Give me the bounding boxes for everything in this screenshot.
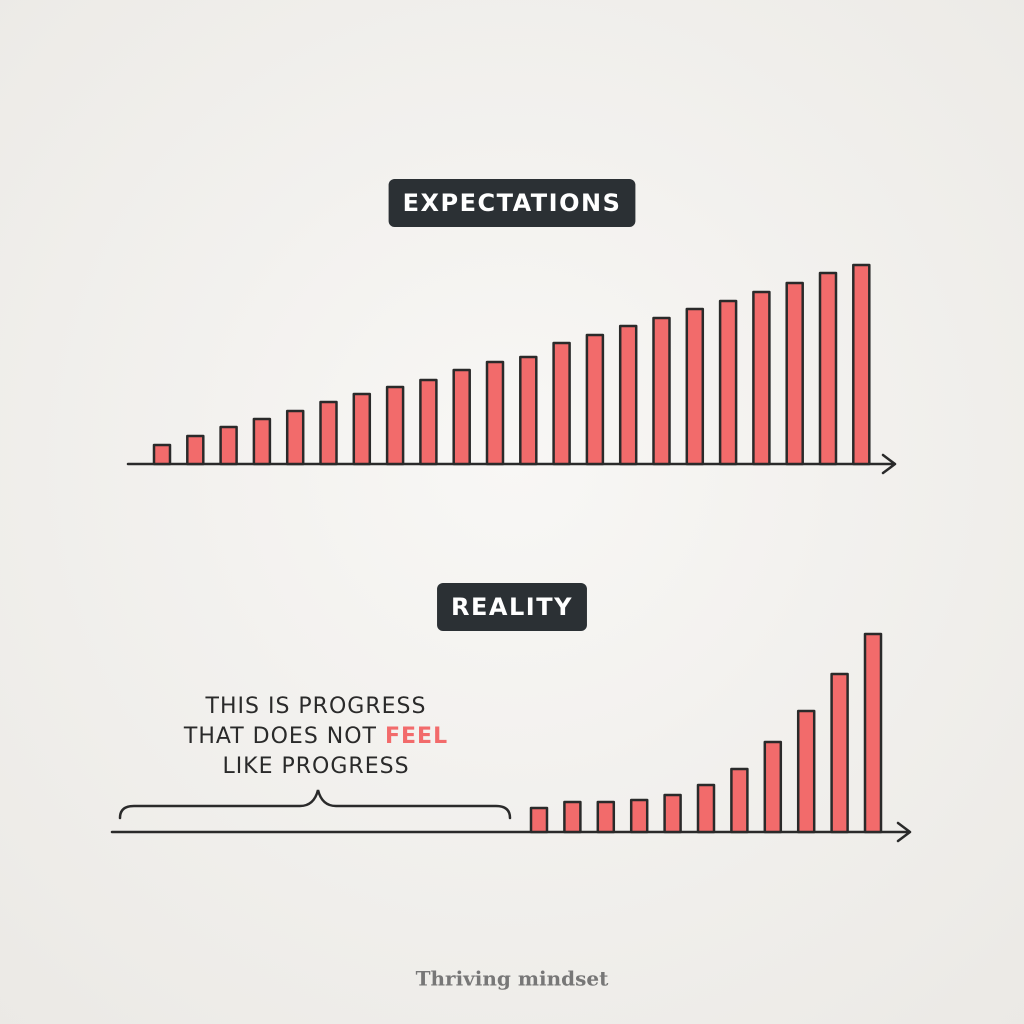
annotation-text: THIS IS PROGRESS [205, 694, 427, 719]
bar [529, 806, 549, 834]
title-box [388, 179, 636, 227]
brace [118, 789, 512, 820]
title-badge: REALITY [437, 583, 587, 631]
bar [796, 709, 816, 834]
bar [452, 368, 471, 466]
annotation-highlight: FEEL [385, 724, 448, 749]
bar [585, 333, 605, 466]
bar [485, 360, 505, 466]
bar [385, 385, 405, 466]
chart-title: REALITY [451, 593, 573, 621]
title-box [437, 583, 587, 631]
bar [763, 740, 783, 834]
bar [219, 425, 238, 466]
bar [629, 798, 649, 834]
bar [718, 299, 738, 466]
annotation-line: THIS IS PROGRESS [205, 694, 427, 719]
bar [863, 632, 883, 834]
bar [319, 400, 338, 466]
bar [852, 263, 871, 466]
bar [830, 672, 849, 834]
annotation-text: LIKE PROGRESS [222, 754, 409, 779]
bar [663, 793, 682, 834]
bar [419, 378, 438, 466]
bar [352, 392, 372, 466]
bar [186, 434, 205, 466]
annotation-text: THAT DOES NOT [183, 724, 385, 749]
annotation-line: LIKE PROGRESS [222, 754, 409, 779]
title-badge: EXPECTATIONS [388, 179, 636, 227]
bar [552, 341, 571, 466]
bar [818, 271, 838, 466]
bar [696, 783, 716, 834]
bar [252, 417, 272, 466]
bar [152, 443, 172, 466]
bar [785, 281, 804, 466]
bar [285, 409, 305, 466]
bar [596, 800, 616, 834]
bar [730, 767, 749, 834]
bar [618, 324, 638, 466]
bar [652, 316, 671, 466]
bar [685, 307, 705, 466]
credit: Thriving mindset [416, 967, 610, 991]
annotation-line: THAT DOES NOT FEEL [183, 724, 448, 749]
bar [752, 290, 771, 466]
bar [563, 800, 582, 834]
bar [519, 355, 538, 466]
chart-title: EXPECTATIONS [403, 189, 622, 217]
